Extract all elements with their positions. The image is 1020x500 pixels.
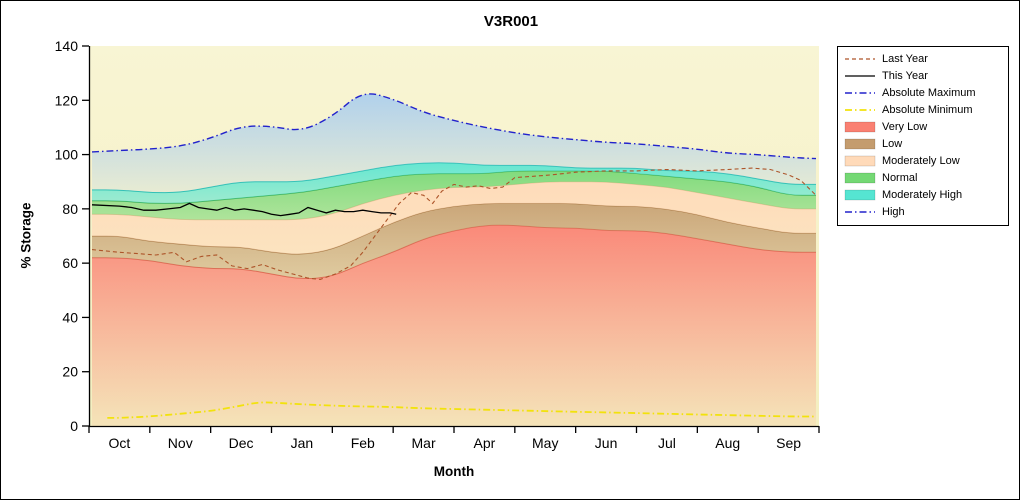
legend-line-swatch (845, 58, 875, 60)
y-tick-label: 80 (62, 201, 78, 217)
legend-fill-swatch (844, 139, 876, 150)
y-tick-label: 100 (55, 147, 79, 163)
line-this-year (91, 202, 397, 217)
x-tick-label: Jun (595, 435, 618, 451)
y-tick-label: 120 (55, 92, 79, 108)
band-high (92, 93, 816, 193)
x-tick-label: Sep (776, 435, 801, 451)
legend-label: Last Year (882, 53, 928, 66)
legend-label: Low (882, 138, 903, 151)
x-tick-label: Nov (168, 435, 193, 451)
legend-line-swatch (845, 92, 875, 94)
legend-item-moderately-low: Moderately Low (844, 154, 1002, 169)
x-tick-label: Mar (412, 435, 436, 451)
legend-item-low: Low (844, 137, 1002, 152)
x-tick-label: Apr (474, 435, 496, 451)
band-normal (92, 170, 816, 220)
legend-item-last-year: Last Year (844, 52, 1002, 67)
legend-label: Absolute Maximum (882, 87, 976, 100)
y-tick-label: 20 (62, 364, 78, 380)
x-tick-label: Feb (351, 435, 375, 451)
band-moderately-low (92, 181, 816, 255)
legend-label: This Year (882, 70, 928, 83)
legend-line-swatch (845, 75, 875, 77)
x-tick-label: May (532, 435, 558, 451)
x-axis-label: Month (433, 464, 475, 479)
legend-label: Normal (882, 172, 918, 185)
legend-label: Very Low (882, 121, 928, 134)
y-tick-label: 140 (55, 38, 79, 54)
x-tick-label: Jan (291, 435, 314, 451)
chart-title: V3R001 (483, 13, 539, 30)
legend-item-moderately-high: Moderately High (844, 188, 1002, 203)
y-axis-label: % Storage (18, 202, 34, 269)
legend-item-absolute-maximum: Absolute Maximum (844, 86, 1002, 101)
x-tick-label: Oct (109, 435, 131, 451)
x-tick-label: Jul (658, 435, 676, 451)
y-tick-label: 40 (62, 309, 78, 325)
x-tick-label: Aug (715, 435, 740, 451)
legend-line-swatch (845, 211, 875, 213)
line-absolute-maximum (91, 93, 817, 160)
legend: Last Year This Year Absolute Maximum Absolu… (837, 46, 1009, 226)
legend-fill-swatch (844, 156, 876, 167)
band-very-low (92, 225, 816, 426)
legend-fill-swatch (844, 190, 876, 201)
legend-item-high: High (844, 205, 1002, 220)
legend-item-this-year: This Year (844, 69, 1002, 84)
legend-fill-swatch (844, 173, 876, 184)
legend-label: Moderately Low (882, 155, 960, 168)
band-low (92, 203, 816, 279)
line-absolute-minimum (107, 401, 816, 419)
line-last-year (91, 167, 817, 280)
legend-label: Absolute Minimum (882, 104, 973, 117)
legend-item-normal: Normal (844, 171, 1002, 186)
x-tick-label: Dec (229, 435, 254, 451)
legend-label: Moderately High (882, 189, 963, 202)
band-moderately-high (92, 162, 816, 204)
y-tick-label: 60 (62, 255, 78, 271)
y-tick-label: 0 (70, 418, 78, 434)
legend-item-absolute-minimum: Absolute Minimum (844, 103, 1002, 118)
legend-label: High (882, 206, 905, 219)
legend-item-very-low: Very Low (844, 120, 1002, 135)
legend-line-swatch (845, 109, 875, 112)
legend-fill-swatch (844, 122, 876, 133)
